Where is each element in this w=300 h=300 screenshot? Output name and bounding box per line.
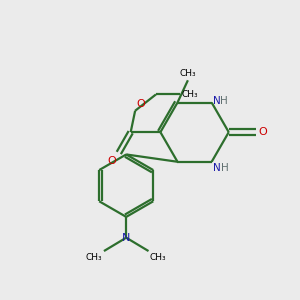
Text: H: H [221,163,229,173]
Text: CH₃: CH₃ [150,254,166,262]
Text: N: N [213,96,221,106]
Text: N: N [122,233,130,243]
Text: CH₃: CH₃ [180,69,196,78]
Text: O: O [107,156,116,166]
Text: O: O [136,99,146,109]
Text: CH₃: CH₃ [86,254,102,262]
Text: N: N [213,163,221,173]
Text: CH₃: CH₃ [181,90,198,99]
Text: H: H [220,96,228,106]
Text: O: O [259,127,267,137]
